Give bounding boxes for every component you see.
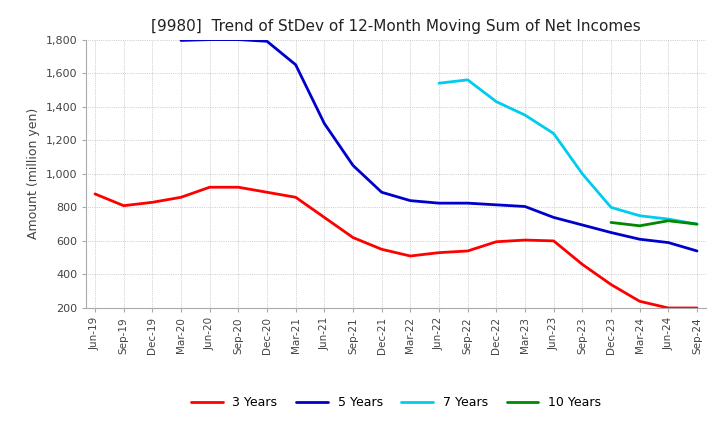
5 Years — [549, 215, 558, 220]
5 Years — [693, 248, 701, 253]
7 Years — [578, 171, 587, 176]
Title: [9980]  Trend of StDev of 12-Month Moving Sum of Net Incomes: [9980] Trend of StDev of 12-Month Moving… — [151, 19, 641, 34]
3 Years — [549, 238, 558, 244]
7 Years — [492, 99, 500, 104]
3 Years — [464, 248, 472, 253]
10 Years — [664, 218, 672, 224]
5 Years — [292, 62, 300, 67]
3 Years — [521, 238, 529, 243]
3 Years — [664, 305, 672, 311]
3 Years — [578, 262, 587, 267]
3 Years — [234, 184, 243, 190]
5 Years — [234, 37, 243, 42]
Line: 7 Years: 7 Years — [439, 80, 697, 224]
5 Years — [635, 237, 644, 242]
3 Years — [205, 184, 214, 190]
3 Years — [435, 250, 444, 255]
3 Years — [263, 190, 271, 195]
5 Years — [320, 121, 328, 126]
5 Years — [492, 202, 500, 208]
5 Years — [377, 190, 386, 195]
3 Years — [292, 194, 300, 200]
3 Years — [91, 191, 99, 197]
7 Years — [464, 77, 472, 82]
7 Years — [435, 81, 444, 86]
7 Years — [607, 205, 616, 210]
Line: 5 Years: 5 Years — [181, 40, 697, 251]
7 Years — [521, 113, 529, 118]
5 Years — [406, 198, 415, 203]
7 Years — [664, 216, 672, 222]
5 Years — [348, 163, 357, 168]
5 Years — [664, 240, 672, 245]
Line: 3 Years: 3 Years — [95, 187, 697, 308]
3 Years — [492, 239, 500, 244]
10 Years — [635, 223, 644, 228]
10 Years — [607, 220, 616, 225]
7 Years — [635, 213, 644, 218]
5 Years — [176, 38, 185, 43]
5 Years — [521, 204, 529, 209]
3 Years — [693, 305, 701, 311]
5 Years — [205, 37, 214, 42]
3 Years — [176, 194, 185, 200]
3 Years — [320, 215, 328, 220]
5 Years — [578, 222, 587, 227]
3 Years — [348, 235, 357, 240]
Line: 10 Years: 10 Years — [611, 221, 697, 226]
7 Years — [693, 221, 701, 227]
Y-axis label: Amount (million yen): Amount (million yen) — [27, 108, 40, 239]
3 Years — [406, 253, 415, 259]
Legend: 3 Years, 5 Years, 7 Years, 10 Years: 3 Years, 5 Years, 7 Years, 10 Years — [186, 392, 606, 414]
7 Years — [549, 131, 558, 136]
5 Years — [435, 201, 444, 206]
5 Years — [607, 230, 616, 235]
5 Years — [464, 201, 472, 206]
3 Years — [120, 203, 128, 208]
10 Years — [693, 221, 701, 227]
3 Years — [607, 282, 616, 287]
3 Years — [377, 247, 386, 252]
3 Years — [148, 200, 157, 205]
3 Years — [635, 299, 644, 304]
5 Years — [263, 39, 271, 44]
